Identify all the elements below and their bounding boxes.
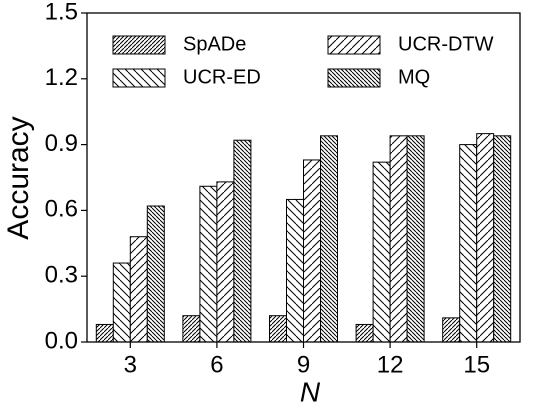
y-tick-label: 0.6	[45, 196, 78, 223]
bar	[476, 133, 495, 343]
bar	[459, 144, 478, 343]
legend-swatch	[327, 35, 381, 55]
bar	[303, 159, 321, 343]
bar	[146, 205, 165, 343]
bar	[129, 236, 148, 343]
legend-swatch	[112, 35, 166, 55]
bar	[406, 135, 425, 343]
y-tick-label: 0.9	[45, 130, 78, 157]
bar	[182, 315, 201, 343]
bar	[493, 135, 512, 343]
legend-swatch	[327, 68, 381, 88]
legend-label: MQ	[398, 66, 430, 88]
x-tick-label: 9	[297, 351, 310, 378]
bar	[95, 323, 114, 343]
plot-frame	[86, 12, 521, 343]
bar	[355, 323, 374, 343]
bar	[216, 181, 235, 343]
bar	[320, 135, 338, 343]
x-axis-label: N	[300, 376, 321, 407]
bar	[269, 315, 287, 343]
x-tick-label: 15	[463, 351, 490, 378]
y-tick-label: 0.0	[45, 327, 78, 354]
legend-label: SpADe	[183, 33, 246, 55]
y-tick-label: 0.3	[45, 262, 78, 289]
x-tick-label: 3	[124, 351, 137, 378]
legend-label: UCR-DTW	[398, 33, 494, 55]
legend-label: UCR-ED	[183, 66, 261, 88]
x-tick-label: 6	[210, 351, 223, 378]
bar	[286, 198, 304, 343]
bar	[112, 262, 131, 343]
x-tick-label: 12	[377, 351, 404, 378]
legend-swatch	[112, 68, 166, 88]
y-tick-label: 1.5	[45, 0, 78, 25]
bar	[233, 139, 252, 343]
bar	[442, 317, 461, 343]
y-axis-label: Accuracy	[2, 116, 35, 239]
bar	[372, 161, 391, 343]
y-tick-label: 1.2	[45, 64, 78, 91]
bar	[199, 185, 218, 343]
bar	[389, 135, 408, 343]
